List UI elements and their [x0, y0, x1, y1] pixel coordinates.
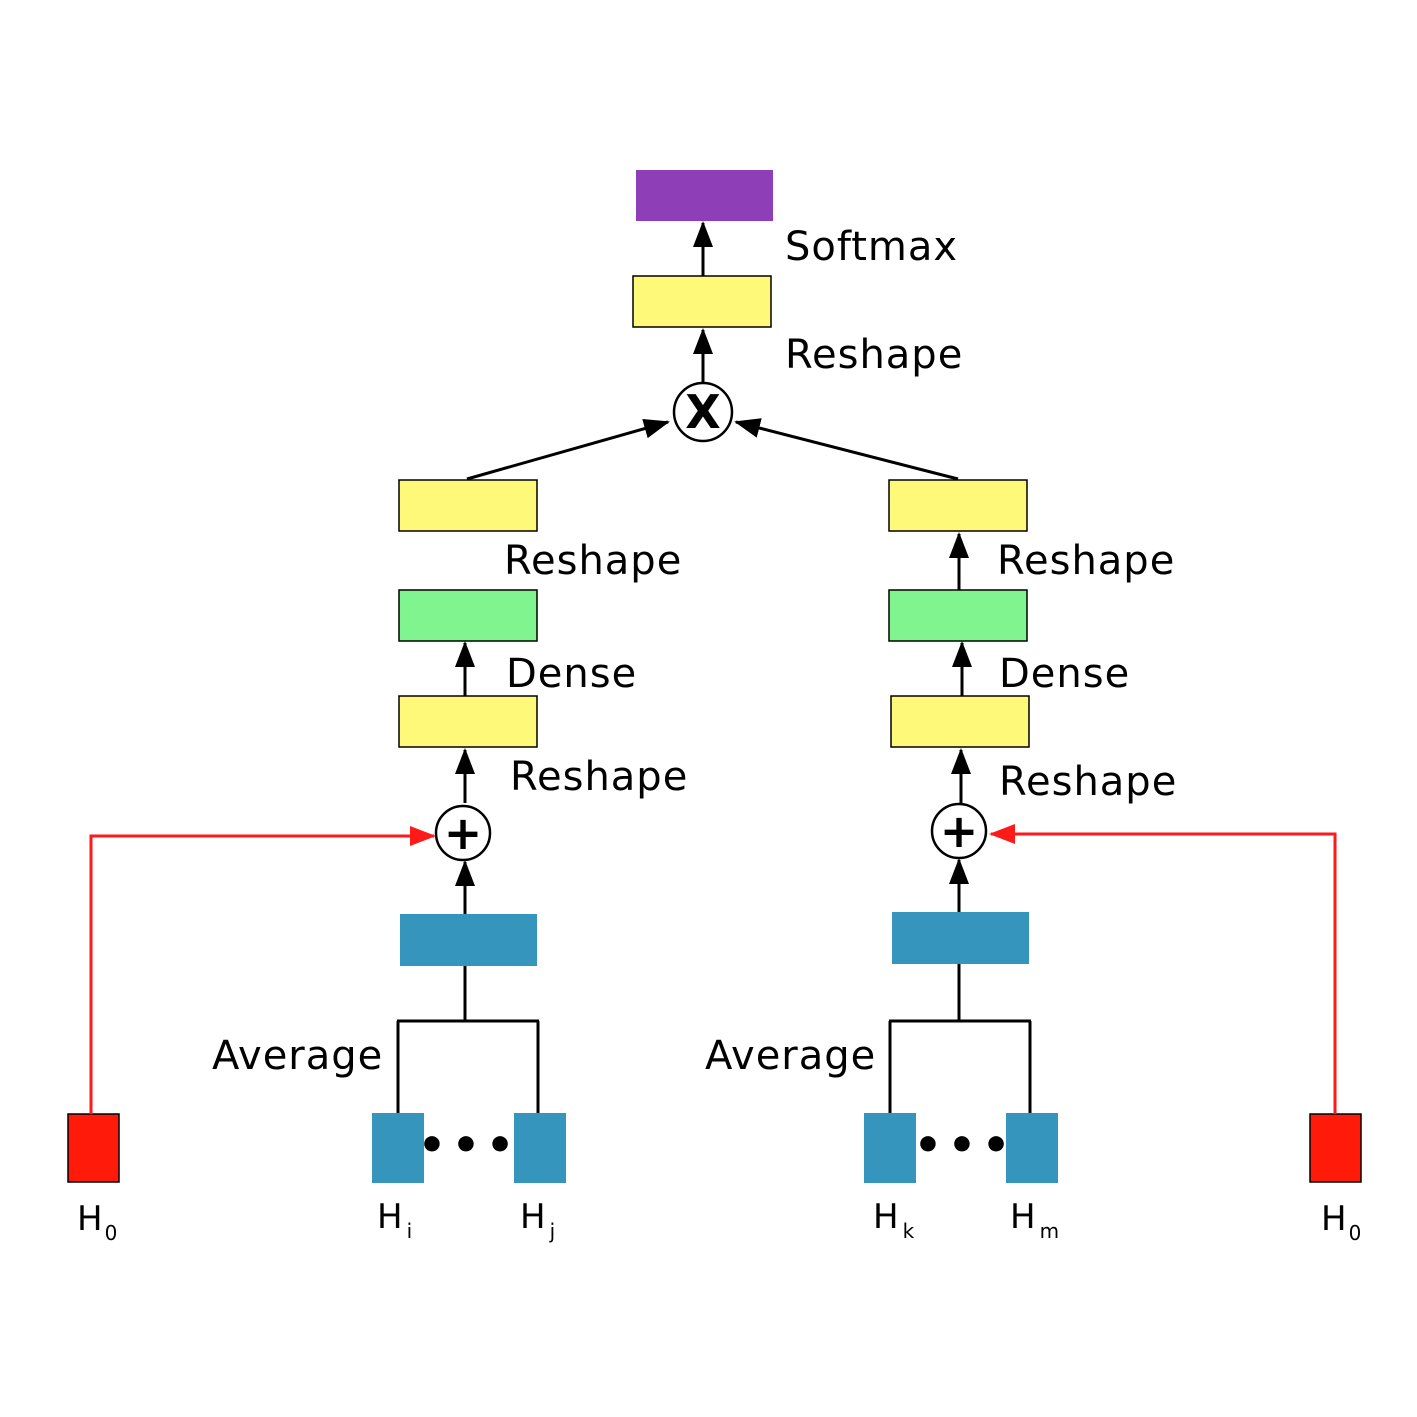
right-dense-label: Dense — [999, 651, 1130, 697]
left-reshape-lower-label: Reshape — [510, 754, 688, 800]
left-reshape-upper-box — [398, 479, 538, 532]
right-reshape-lower-label: Reshape — [999, 759, 1177, 805]
right-ellipsis: ••• — [914, 1120, 1016, 1171]
left-add-icon: + — [444, 806, 483, 860]
top-reshape-box — [632, 275, 772, 328]
output-box — [636, 170, 773, 221]
top-reshape-label: Reshape — [785, 332, 963, 378]
multiply-icon: X — [685, 385, 720, 439]
left-dense-label: Dense — [506, 651, 637, 697]
softmax-label: Softmax — [785, 224, 958, 270]
right-average-label: Average — [705, 1033, 876, 1079]
multiply-node — [672, 381, 734, 443]
left-ellipsis: ••• — [418, 1120, 520, 1171]
hi-input-box — [372, 1113, 424, 1183]
left-h0-box — [67, 1113, 120, 1183]
right-dense-box — [888, 589, 1028, 642]
left-reshape-upper-label: Reshape — [504, 538, 682, 584]
right-average-box — [892, 912, 1029, 964]
left-h0-connector — [89, 826, 436, 1114]
right-add-icon: + — [940, 804, 979, 858]
right-h0-connector — [989, 824, 1337, 1114]
right-reshape-upper-label: Reshape — [997, 538, 1175, 584]
hk-input-box — [864, 1113, 916, 1183]
right-reshape-upper-box — [888, 479, 1028, 532]
hj-input-box — [514, 1113, 566, 1183]
right-reshape-lower-box — [890, 695, 1030, 748]
left-reshape-lower-box — [398, 695, 538, 748]
left-average-label: Average — [212, 1033, 383, 1079]
left-average-box — [400, 914, 537, 966]
arrow-left-branch-to-multiply — [466, 418, 670, 481]
left-dense-box — [398, 589, 538, 642]
arrow-right-branch-to-multiply — [734, 418, 959, 481]
right-h0-box — [1309, 1113, 1362, 1183]
hm-input-box — [1006, 1113, 1058, 1183]
